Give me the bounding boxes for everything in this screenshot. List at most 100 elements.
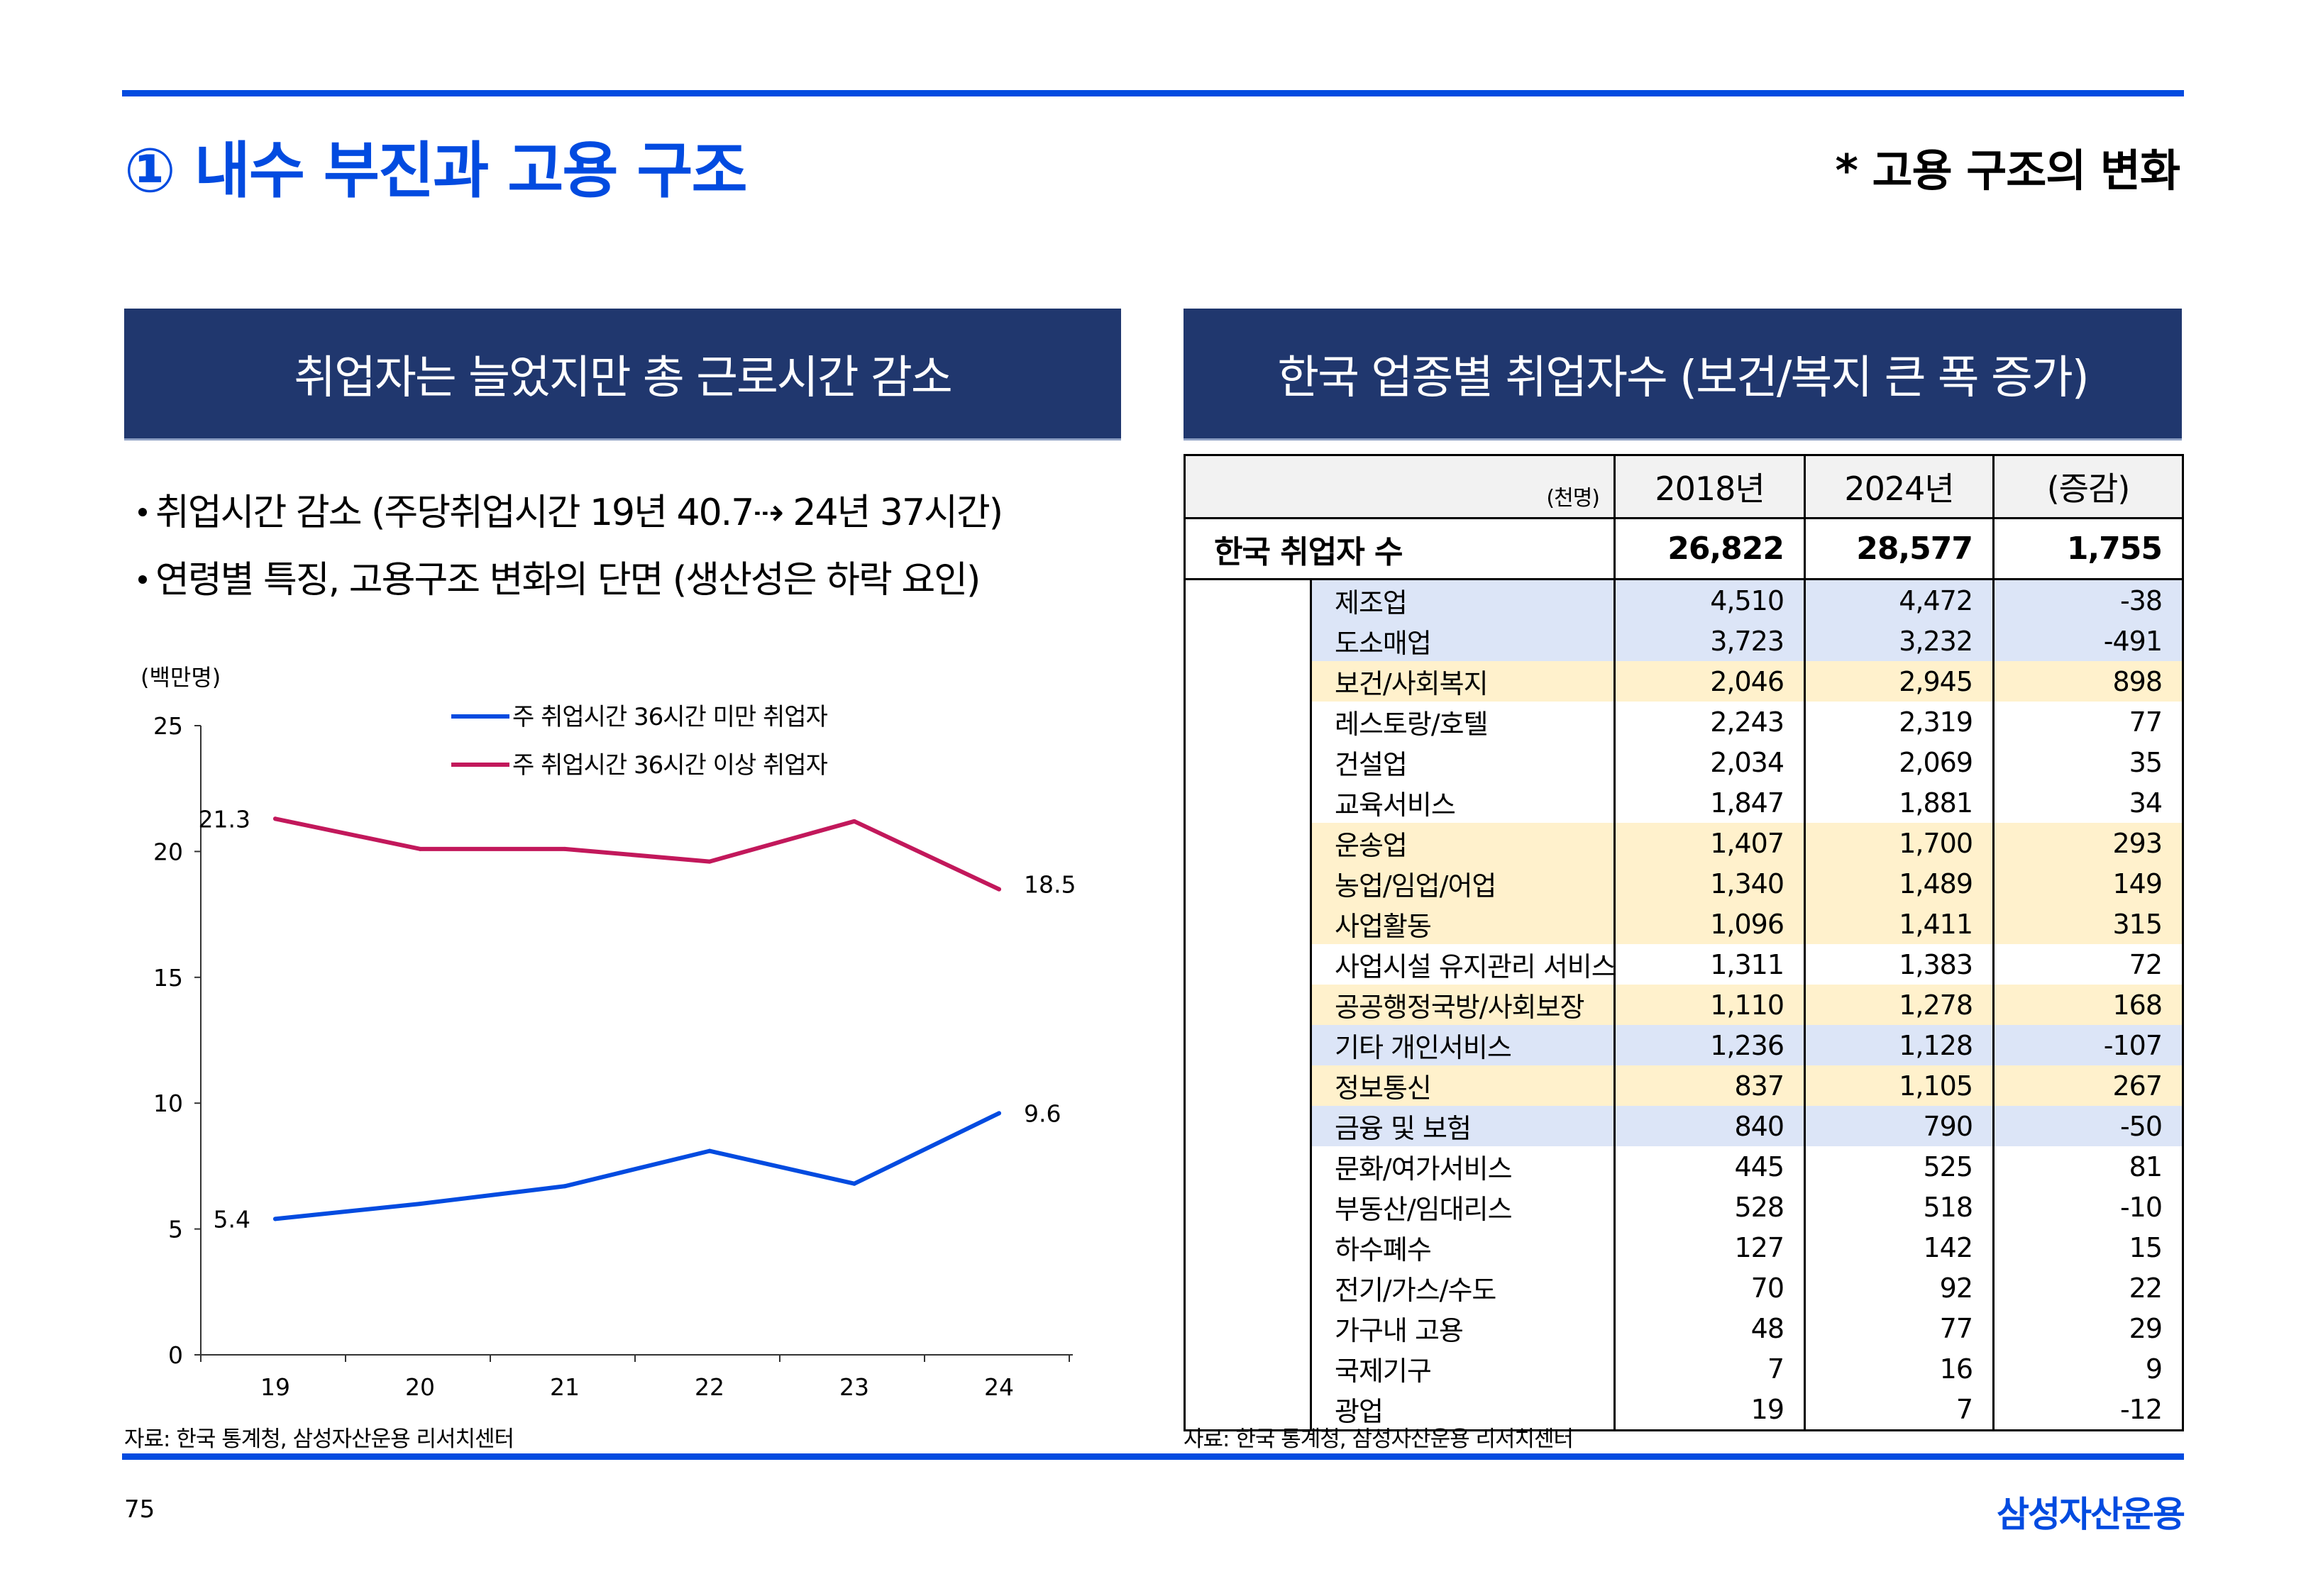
- industry-label: 교육서비스: [1309, 782, 1615, 823]
- top-accent-rule: [122, 90, 2184, 96]
- page-title: ① 내수 부진과 고용 구조: [124, 135, 748, 206]
- bullet-item: 연령별 특징, 고용구조 변화의 단면 (생산성은 하락 요인): [138, 550, 981, 603]
- value-2024: 790: [1804, 1106, 1994, 1146]
- industry-label: 제조업: [1309, 579, 1615, 621]
- x-tick-label: 19: [260, 1373, 290, 1401]
- value-change: -10: [1992, 1187, 2185, 1227]
- value-2018: 1,236: [1613, 1025, 1805, 1065]
- row-indent: [1184, 742, 1311, 782]
- x-tick-label: 24: [984, 1373, 1014, 1401]
- row-indent: [1184, 1065, 1311, 1106]
- data-point-series-1: [418, 846, 422, 851]
- right-section-header: 한국 업종별 취업자수 (보건/복지 큰 폭 증가): [1184, 309, 2182, 440]
- value-change: -50: [1992, 1106, 2185, 1146]
- page-subtitle: * 고용 구조의 변화: [1835, 145, 2180, 196]
- data-point-series-0: [418, 1202, 422, 1207]
- value-2018: 840: [1613, 1106, 1805, 1146]
- industry-label: 레스토랑/호텔: [1309, 702, 1615, 742]
- row-indent: [1184, 661, 1311, 702]
- value-change: 81: [1992, 1146, 2185, 1187]
- value-2024: 92: [1804, 1268, 1994, 1308]
- row-indent: [1184, 621, 1311, 661]
- value-2018: 1,407: [1613, 823, 1805, 863]
- table-row: 사업활동 1,096 1,411 315: [1184, 904, 2185, 944]
- data-point-series-1: [273, 816, 277, 821]
- y-tick-label: 20: [153, 838, 183, 865]
- value-change: -107: [1992, 1025, 2185, 1065]
- value-change: 15: [1992, 1227, 2185, 1268]
- y-tick-label: 0: [168, 1341, 183, 1369]
- bullet-item: 취업시간 감소 (주당취업시간 19년 40.7⇢ 24년 37시간): [138, 482, 1003, 536]
- table-row: 금융 및 보험 840 790 -50: [1184, 1106, 2185, 1146]
- row-indent: [1184, 782, 1311, 823]
- y-tick-label: 15: [153, 964, 183, 992]
- value-2024: 1,383: [1804, 944, 1994, 985]
- unit-label: (천명): [1183, 454, 1615, 519]
- industry-label: 운송업: [1309, 823, 1615, 863]
- value-2024: 1,489: [1804, 863, 1994, 904]
- industry-label: 사업활동: [1309, 904, 1615, 944]
- bullet-text: 취업시간 감소 (주당취업시간 19년 40.7⇢ 24년 37시간): [155, 492, 1003, 534]
- left-section-header: 취업자는 늘었지만 총 근로시간 감소: [124, 309, 1121, 440]
- industry-label: 건설업: [1309, 742, 1615, 782]
- data-point-series-0: [852, 1181, 856, 1186]
- table-row: 사업시설 유지관리 서비스 1,311 1,383 72: [1184, 944, 2185, 985]
- table-row: 농업/임업/어업 1,340 1,489 149: [1184, 863, 2185, 904]
- x-tick-label: 21: [550, 1373, 580, 1401]
- column-header-2018: 2018년: [1613, 454, 1805, 519]
- value-change: 9: [1992, 1348, 2185, 1389]
- y-tick-label: 5: [168, 1216, 183, 1243]
- table-row: 광업 19 7 -12: [1184, 1389, 2185, 1431]
- x-tick-label: 20: [405, 1373, 435, 1401]
- total-2024: 28,577: [1804, 518, 1994, 580]
- row-indent: [1184, 1268, 1311, 1308]
- series-line-1: [273, 816, 1001, 892]
- value-change: 34: [1992, 782, 2185, 823]
- value-2024: 77: [1804, 1308, 1994, 1348]
- value-change: 898: [1992, 661, 2185, 702]
- table-row: 운송업 1,407 1,700 293: [1184, 823, 2185, 863]
- value-2024: 4,472: [1804, 579, 1994, 621]
- x-tick-label: 22: [695, 1373, 724, 1401]
- row-indent: [1184, 823, 1311, 863]
- row-indent: [1184, 1025, 1311, 1065]
- y-tick-label: 10: [153, 1090, 183, 1117]
- value-2024: 3,232: [1804, 621, 1994, 661]
- data-point-series-0: [563, 1184, 567, 1189]
- column-header-change: (증감): [1992, 454, 2185, 519]
- employment-by-industry-table: (천명) 2018년 2024년 (증감) 한국 취업자 수 26,822 28…: [1183, 454, 2185, 1431]
- industry-label: 부동산/임대리스: [1309, 1187, 1615, 1227]
- value-2018: 70: [1613, 1268, 1805, 1308]
- column-header-2024: 2024년: [1804, 454, 1994, 519]
- value-2024: 142: [1804, 1227, 1994, 1268]
- value-2018: 2,046: [1613, 661, 1805, 702]
- industry-label: 농업/임업/어업: [1309, 863, 1615, 904]
- value-2018: 3,723: [1613, 621, 1805, 661]
- row-indent: [1184, 944, 1311, 985]
- value-2018: 7: [1613, 1348, 1805, 1389]
- industry-label: 하수폐수: [1309, 1227, 1615, 1268]
- y-axis-unit-label: (백만명): [140, 664, 221, 691]
- data-point-series-1: [563, 846, 567, 851]
- legend-label-0: 주 취업시간 36시간 미만 취업자: [512, 703, 828, 731]
- y-tick-label: 25: [153, 712, 183, 740]
- left-source-note: 자료: 한국 통계청, 삼성자산운용 리서치센터: [124, 1426, 514, 1452]
- page-number: 75: [124, 1495, 155, 1524]
- data-point-series-1: [852, 819, 856, 824]
- bullet-dot-icon: [138, 575, 147, 584]
- value-change: -12: [1992, 1389, 2185, 1431]
- row-indent: [1184, 1308, 1311, 1348]
- industry-label: 기타 개인서비스: [1309, 1025, 1615, 1065]
- row-indent: [1184, 1146, 1311, 1187]
- value-2018: 4,510: [1613, 579, 1805, 621]
- industry-label: 광업: [1309, 1389, 1615, 1431]
- industry-label: 정보통신: [1309, 1065, 1615, 1106]
- value-2024: 1,700: [1804, 823, 1994, 863]
- bullet-dot-icon: [138, 508, 147, 516]
- total-row: 한국 취업자 수 26,822 28,577 1,755: [1183, 518, 2185, 580]
- value-2024: 1,411: [1804, 904, 1994, 944]
- value-2024: 7: [1804, 1389, 1994, 1431]
- table-row: 부동산/임대리스 528 518 -10: [1184, 1187, 2185, 1227]
- total-2018: 26,822: [1613, 518, 1805, 580]
- value-change: -38: [1992, 579, 2185, 621]
